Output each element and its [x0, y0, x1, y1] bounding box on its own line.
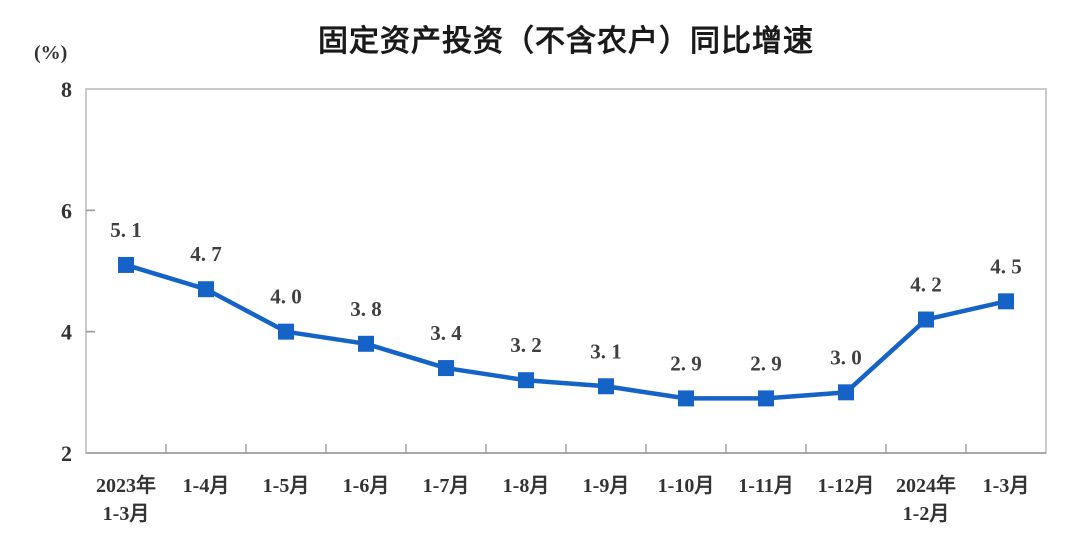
data-point-label: 5. 1: [110, 218, 142, 242]
y-axis-unit-label: (%): [34, 42, 68, 64]
x-axis-label: 1-12月: [818, 475, 875, 497]
data-point-label: 3. 4: [430, 321, 462, 345]
x-axis-label: 1-3月: [983, 475, 1030, 497]
data-point-label: 3. 1: [590, 339, 622, 363]
data-point-label: 2. 9: [750, 351, 782, 375]
data-point-label: 2. 9: [670, 351, 702, 375]
y-axis-tick-label: 4: [61, 320, 72, 345]
data-point-label: 4. 7: [190, 242, 222, 266]
data-point-marker: [358, 335, 374, 352]
data-point-marker: [118, 256, 134, 273]
data-point-label: 4. 5: [990, 254, 1022, 278]
data-point-marker: [998, 293, 1014, 310]
x-axis-label: 1-6月: [343, 475, 390, 497]
data-point-marker: [278, 323, 294, 340]
x-axis-label: 1-8月: [503, 475, 550, 497]
data-point-marker: [758, 390, 774, 407]
data-point-label: 4. 2: [910, 273, 942, 297]
x-axis-label: 1-7月: [423, 475, 470, 497]
data-line: [123, 262, 1009, 401]
x-axis-label: 1-9月: [583, 475, 630, 497]
data-point-marker: [918, 311, 934, 328]
y-axis-tick-label: 8: [61, 77, 72, 102]
x-axis-label: 1-11月: [738, 475, 794, 497]
data-point-label: 3. 0: [830, 345, 862, 369]
plot-border: [85, 88, 1047, 454]
data-point-marker: [198, 281, 214, 298]
y-axis-tick-label: 2: [61, 441, 72, 466]
data-point-label: 4. 0: [270, 285, 302, 309]
x-axis-label: 1-4月: [183, 475, 230, 497]
x-axis-label: 1-5月: [263, 475, 310, 497]
x-axis-label: 2024年 1-2月: [896, 473, 956, 525]
chart-title: 固定资产投资（不含农户）同比增速: [318, 25, 814, 58]
data-point-marker: [598, 378, 614, 395]
data-point-label: 3. 8: [350, 297, 382, 321]
x-axis-label: 1-10月: [658, 475, 715, 497]
data-point-label: 3. 2: [510, 333, 542, 357]
y-axis-tick-label: 6: [61, 198, 72, 223]
data-point-marker: [438, 360, 454, 377]
data-point-marker: [678, 390, 694, 407]
x-axis-label: 2023年 1-3月: [96, 473, 156, 525]
data-point-marker: [518, 372, 534, 389]
data-point-marker: [838, 384, 854, 401]
